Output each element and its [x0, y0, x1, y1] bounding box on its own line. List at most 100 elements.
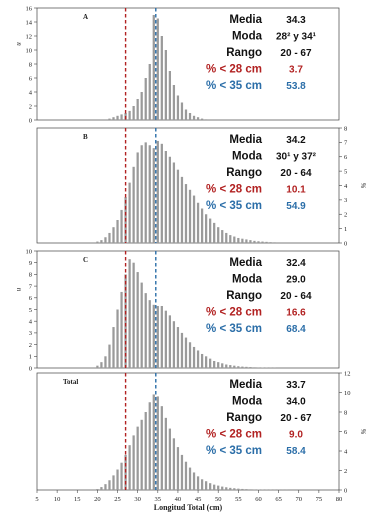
x-tick-label: 65 [275, 496, 282, 503]
histogram-bar [112, 227, 115, 243]
stat-value-pct-under-35: 53.8 [286, 81, 306, 92]
stat-label-pct-under-35: % < 35 cm [206, 445, 262, 457]
histogram-bar [136, 426, 139, 490]
histogram-bar [241, 488, 244, 490]
y-tick-label: 1 [344, 226, 347, 233]
stat-label-pct-under-28: % < 28 cm [206, 307, 262, 319]
stat-value-pct-under-28: 3.7 [289, 65, 303, 76]
x-tick-label: 75 [316, 496, 323, 503]
histogram-bar [104, 484, 107, 490]
histogram-bar [136, 99, 139, 120]
histogram-bar [140, 145, 143, 243]
y-tick-label: 2 [344, 468, 347, 475]
histogram-bar [144, 412, 147, 490]
x-tick-label: 20 [94, 496, 101, 503]
histogram-bar [200, 353, 204, 368]
histogram-bar [204, 356, 208, 368]
histogram-bar [100, 362, 103, 368]
x-tick-label: 40 [175, 496, 182, 503]
histogram-bar [172, 438, 176, 490]
x-tick-label: 60 [255, 496, 262, 503]
histogram-bar [200, 208, 204, 243]
histogram-bar [156, 396, 159, 490]
stat-value-moda: 29.0 [286, 275, 306, 286]
y-tick-label: 16 [26, 5, 33, 12]
histogram-bar [217, 485, 220, 490]
y-tick-label: 6 [29, 75, 33, 82]
panel-label: C [83, 256, 88, 264]
histogram-bar [156, 140, 159, 243]
histogram-bar [184, 109, 188, 120]
x-tick-label: 30 [134, 496, 141, 503]
histogram-bar [265, 241, 268, 243]
y-tick-label: 8 [344, 409, 347, 416]
histogram-bar [176, 169, 180, 243]
histogram-bar [233, 488, 236, 490]
histogram-bar [144, 293, 147, 368]
histogram-bar [140, 419, 143, 490]
histogram-bar [96, 241, 99, 243]
y-tick-label: 9 [29, 260, 32, 267]
y-tick-label: 4 [29, 319, 33, 326]
histogram-bar [164, 151, 167, 243]
histogram-bar [120, 462, 123, 490]
histogram-bar [237, 366, 240, 368]
histogram-bar [233, 236, 236, 243]
stat-label-pct-under-35: % < 35 cm [206, 323, 262, 335]
stat-label-rango: Rango [226, 412, 262, 424]
stat-value-pct-under-35: 58.4 [286, 446, 306, 457]
histogram-bar [192, 195, 196, 243]
y-tick-label: 3 [344, 197, 347, 204]
stat-value-pct-under-28: 16.6 [286, 308, 306, 319]
histogram-bar [180, 176, 184, 243]
histogram-bar [180, 102, 184, 120]
y-tick-label: 7 [29, 283, 33, 290]
stat-value-pct-under-28: 9.0 [289, 430, 303, 441]
histogram-bar [152, 304, 155, 368]
histogram-bar [144, 142, 147, 243]
histogram-bar [168, 156, 172, 243]
histogram-bar [273, 242, 276, 243]
y-tick-label: 0 [29, 117, 32, 124]
stat-label-moda: Moda [232, 31, 263, 43]
histogram-bar [249, 240, 252, 243]
histogram-bar [269, 242, 272, 243]
histogram-bar [184, 461, 188, 490]
y-tick-label: 2 [29, 103, 32, 110]
y-tick-label: 10 [26, 47, 33, 54]
y-tick-label: 12 [26, 33, 33, 40]
histogram-bar [253, 240, 256, 243]
histogram-bar [120, 209, 123, 243]
histogram-bar [249, 489, 252, 490]
stat-label-media: Media [229, 134, 262, 146]
histogram-bar [241, 366, 244, 368]
histogram-bar [176, 327, 180, 368]
histogram-bar [112, 327, 115, 368]
histogram-bar [156, 18, 159, 120]
histogram-bar [164, 417, 167, 490]
histogram-bar [192, 346, 196, 368]
histogram-bar [253, 367, 256, 368]
histogram-bar [160, 143, 163, 243]
stat-value-moda: 30¹ y 37² [276, 152, 317, 163]
histogram-bar [180, 332, 184, 368]
stat-label-moda: Moda [232, 151, 263, 163]
histogram-bar [108, 118, 111, 120]
y-tick-label: 8 [344, 125, 347, 132]
stat-label-media: Media [229, 379, 262, 391]
stat-label-pct-under-35: % < 35 cm [206, 200, 262, 212]
stat-value-moda: 34.0 [286, 397, 306, 408]
histogram-bar [108, 232, 111, 243]
y-axis-label: % [359, 183, 367, 189]
x-tick-label: 50 [215, 496, 222, 503]
stat-label-pct-under-28: % < 28 cm [206, 184, 262, 196]
histogram-bar [132, 106, 135, 120]
stat-value-rango: 20 - 67 [280, 48, 312, 59]
histogram-bar [140, 282, 143, 368]
histogram-bar [128, 110, 131, 120]
y-tick-label: 5 [29, 307, 32, 314]
y-tick-label: 12 [344, 370, 351, 377]
histogram-bar [116, 115, 119, 120]
y-tick-label: 10 [344, 390, 351, 397]
